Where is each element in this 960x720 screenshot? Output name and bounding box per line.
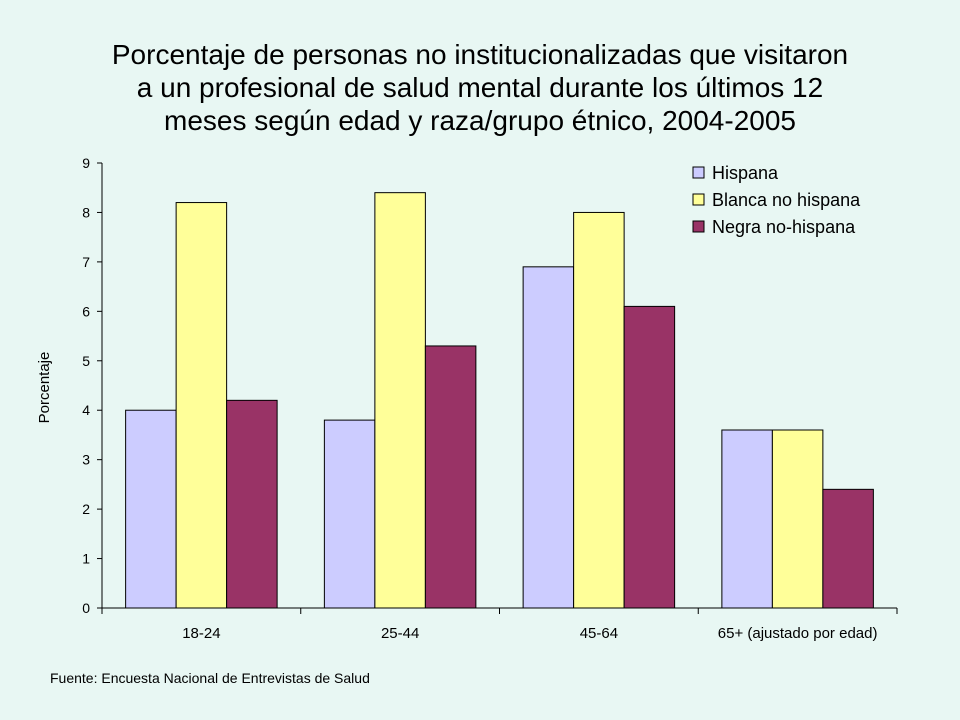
y-tick-label: 5 bbox=[82, 353, 90, 369]
y-tick-label: 2 bbox=[82, 501, 90, 517]
legend-swatch bbox=[692, 166, 705, 179]
legend-label: Hispana bbox=[712, 163, 779, 183]
chart-title-line-1: Porcentaje de personas no institucionali… bbox=[111, 39, 849, 70]
legend-label: Blanca no hispana bbox=[712, 190, 861, 210]
chart-title-line-2: a un profesional de salud mental durante… bbox=[136, 72, 824, 103]
y-tick-label: 3 bbox=[82, 452, 90, 468]
chart-title: Porcentaje de personas no institucionali… bbox=[40, 38, 920, 137]
source-note: Fuente: Encuesta Nacional de Entrevistas… bbox=[50, 670, 370, 686]
bar-3 bbox=[822, 488, 874, 609]
bar-3 bbox=[424, 345, 477, 609]
y-tick-label: 1 bbox=[82, 551, 90, 567]
legend-swatch bbox=[692, 193, 705, 206]
legend-label: Negra no-hispana bbox=[712, 217, 856, 237]
bar-2 bbox=[175, 202, 228, 609]
y-tick-label: 9 bbox=[82, 155, 90, 171]
x-tick-label: 65+ (ajustado por edad) bbox=[718, 625, 878, 642]
y-axis-label: Porcentaje bbox=[36, 352, 53, 424]
y-tick-label: 4 bbox=[82, 402, 90, 418]
y-tick-label: 8 bbox=[82, 204, 90, 220]
x-tick-label: 45-64 bbox=[580, 625, 618, 642]
bar-2 bbox=[374, 192, 426, 609]
y-tick-label: 0 bbox=[82, 600, 90, 616]
x-tick-label: 25-44 bbox=[381, 625, 419, 642]
bar-2 bbox=[771, 429, 824, 609]
x-tick-label: 18-24 bbox=[182, 625, 220, 642]
bar-1 bbox=[323, 419, 376, 609]
legend-swatch bbox=[692, 220, 705, 233]
bar-1 bbox=[125, 409, 177, 609]
y-tick-label: 7 bbox=[82, 254, 90, 270]
y-tick-label: 6 bbox=[82, 303, 90, 319]
bar-2 bbox=[573, 211, 625, 609]
bar-3 bbox=[623, 305, 676, 609]
chart-title-line-3: meses según edad y raza/grupo étnico, 20… bbox=[164, 105, 796, 136]
bar-1 bbox=[522, 266, 575, 609]
bar-3 bbox=[226, 399, 278, 609]
bar-1 bbox=[721, 429, 773, 609]
